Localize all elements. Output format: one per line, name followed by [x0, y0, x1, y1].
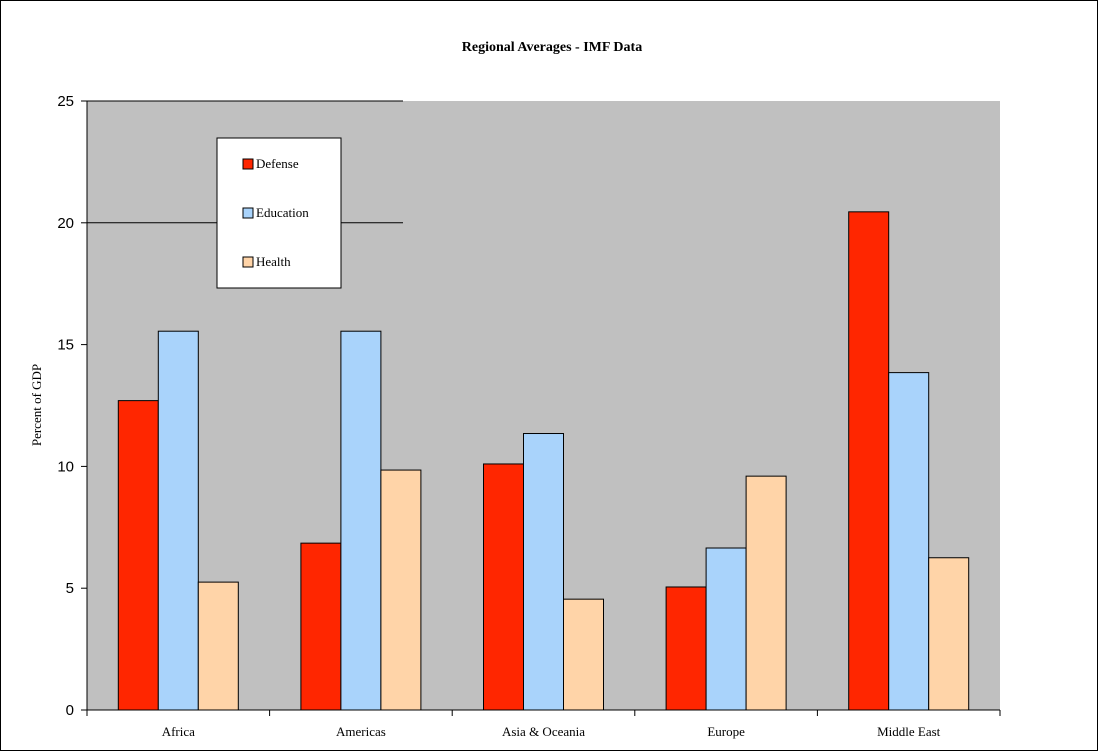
bar-health [745, 475, 787, 711]
bar-health [197, 581, 239, 711]
bar-defense [483, 463, 524, 711]
y-tick-label: 0 [66, 702, 74, 719]
x-axis: Africa Americas Asia & Oceania Europe Middle… [86, 709, 1001, 739]
bar-health [563, 598, 604, 711]
x-tick-label: Africa [162, 724, 195, 739]
x-tick-label: Asia & Oceania [502, 724, 585, 739]
legend-swatch-health [242, 256, 254, 268]
bar-health [380, 469, 422, 711]
x-tick-label: Middle East [877, 724, 941, 739]
y-tick-label: 25 [57, 93, 74, 110]
legend-label-health: Health [256, 254, 291, 269]
y-axis: 0 5 10 15 20 25 [57, 93, 88, 719]
x-tick-label: Americas [336, 724, 386, 739]
bar-defense [848, 211, 890, 711]
y-tick-label: 5 [66, 580, 74, 597]
bar-defense [117, 400, 159, 711]
legend: Defense Education Health [216, 137, 342, 289]
bars [117, 211, 970, 711]
y-tick-label: 10 [57, 458, 74, 475]
y-axis-label: Percent of GDP [29, 364, 44, 446]
bar-education [705, 547, 747, 711]
bar-education [523, 433, 564, 711]
bar-education [888, 372, 930, 711]
bar-defense [300, 542, 342, 711]
y-tick-label: 20 [57, 215, 74, 232]
legend-swatch-defense [242, 158, 254, 170]
bar-education [157, 330, 199, 711]
bar-defense [665, 586, 707, 711]
legend-label-defense: Defense [256, 156, 299, 171]
legend-swatch-education [242, 207, 254, 219]
chart-title: Regional Averages - IMF Data [462, 40, 642, 55]
y-tick-label: 15 [57, 337, 74, 354]
bar-health [928, 557, 970, 711]
bar-education [340, 330, 382, 711]
legend-label-education: Education [256, 205, 309, 220]
x-tick-label: Europe [707, 724, 745, 739]
legend-box [216, 137, 342, 289]
